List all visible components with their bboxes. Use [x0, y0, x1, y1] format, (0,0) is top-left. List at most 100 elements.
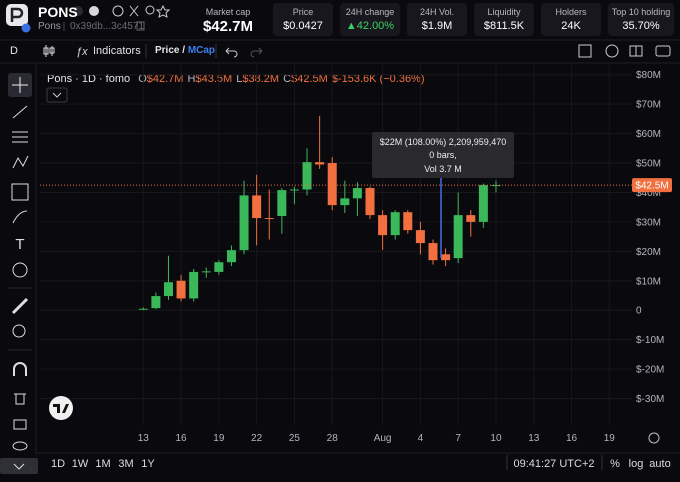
legend-value: $38.2M: [242, 73, 279, 85]
token-address[interactable]: 0x39db...3c4571: [70, 21, 144, 32]
candle-body: [453, 215, 463, 259]
web-icon[interactable]: [112, 5, 124, 17]
clock: 09:41:27 UTC+2: [513, 458, 594, 470]
measure-text: 0 bars,: [429, 150, 457, 160]
candle-body: [390, 212, 400, 236]
indicators-button[interactable]: Indicators: [93, 45, 141, 57]
x-tick-label: 28: [327, 433, 339, 444]
pencil-lock-tool[interactable]: [14, 393, 26, 405]
legend-change: $-153.6K (−0.36%): [332, 73, 425, 85]
measure-box: [372, 132, 514, 178]
stat-value: 24K: [561, 20, 581, 32]
star-icon[interactable]: [155, 4, 171, 18]
y-tick-label: $40M: [636, 188, 661, 199]
camera-icon[interactable]: [655, 45, 671, 57]
stat-value: ▲42.00%: [345, 20, 395, 32]
zoom-tool[interactable]: [12, 324, 26, 338]
info-icon[interactable]: [73, 6, 83, 16]
interval[interactable]: D: [10, 45, 18, 57]
axis-settings[interactable]: [648, 432, 660, 444]
stat-label: Liquidity: [487, 7, 521, 17]
y-tick-label: $80M: [636, 70, 661, 81]
range-button[interactable]: 1M: [95, 458, 110, 470]
stat-box: Market cap $42.7M: [196, 3, 260, 36]
magnet-tool[interactable]: [13, 362, 27, 376]
layout-icon[interactable]: [578, 44, 592, 58]
stat-value: 35.70%: [622, 20, 660, 32]
candle-body: [415, 230, 425, 244]
logo-mark: [10, 7, 24, 22]
range-button[interactable]: 3M: [118, 458, 133, 470]
logo: [6, 4, 28, 26]
separator: /: [182, 45, 186, 56]
stat-label: Market cap: [205, 7, 251, 17]
indicators-icon[interactable]: ƒx: [76, 46, 88, 58]
fullscreen-icon[interactable]: [629, 45, 643, 57]
candle-body: [378, 215, 388, 236]
stat-box: Top 10 holding 35.70%: [608, 3, 674, 36]
measure-text: $22M (108.00%) 2,209,959,470: [380, 137, 507, 147]
candle-body: [201, 271, 211, 273]
scale-button[interactable]: auto: [649, 458, 670, 470]
brush-tool[interactable]: [12, 210, 28, 224]
cross-tool[interactable]: [12, 77, 28, 93]
collapse-button[interactable]: [0, 458, 38, 474]
price-mcap-toggle[interactable]: Price / MCap: [155, 45, 215, 56]
y-tick-label: $60M: [636, 129, 661, 140]
scale-button[interactable]: %: [610, 458, 620, 470]
range-button[interactable]: 1D: [51, 458, 65, 470]
legend-label: L: [236, 73, 242, 85]
settings-icon[interactable]: [605, 44, 619, 58]
stat-value: $0.0427: [283, 20, 323, 32]
pattern-tool[interactable]: [12, 155, 29, 169]
candle-body: [478, 185, 488, 222]
ruler-tool[interactable]: [11, 297, 29, 315]
legend-toggle[interactable]: [46, 87, 68, 103]
stat-label: 24H change: [345, 7, 395, 17]
y-tick-label: $50M: [636, 159, 661, 170]
legend-label: H: [188, 73, 196, 85]
candle-body: [163, 282, 173, 297]
x-tick-label: 16: [566, 433, 578, 444]
x-tick-label: 4: [418, 433, 424, 444]
candle-body: [226, 250, 236, 263]
candle-body: [138, 308, 148, 310]
projection-tool[interactable]: [11, 183, 29, 201]
fib-tool[interactable]: [12, 131, 28, 143]
trendline-tool[interactable]: [12, 105, 28, 119]
scale-button[interactable]: log: [629, 458, 644, 470]
candle-body: [315, 162, 325, 165]
candle-body: [466, 215, 476, 222]
chart-type-icon[interactable]: [43, 45, 55, 57]
y-tick-label: $30M: [636, 217, 661, 228]
redo-icon[interactable]: [250, 47, 263, 58]
chevron: [13, 463, 25, 470]
emoji-tool[interactable]: [12, 262, 28, 278]
range-button[interactable]: 1Y: [141, 458, 155, 470]
pump-icon[interactable]: [89, 6, 99, 16]
stat-label: Top 10 holding: [611, 7, 671, 17]
x-icon[interactable]: [129, 5, 139, 17]
undo-icon[interactable]: [225, 47, 238, 58]
eye-tool[interactable]: [12, 441, 28, 451]
x-tick-label: 19: [604, 433, 616, 444]
x-tick-label: 13: [138, 433, 150, 444]
copy-icon[interactable]: [136, 21, 145, 31]
text-tool[interactable]: T: [15, 236, 24, 253]
search-icon[interactable]: [145, 5, 155, 15]
token-subtitle: Pons: [38, 21, 61, 32]
candle-body: [264, 218, 274, 220]
mcap-option[interactable]: MCap: [187, 45, 216, 56]
stat-label: Holders: [555, 7, 587, 17]
stat-box: 24H Vol. $1.9M: [407, 3, 467, 36]
candle-body: [365, 188, 375, 216]
y-tick-label: $70M: [636, 100, 661, 111]
legend-value: $42.7M: [147, 73, 184, 85]
tv-logo: [49, 396, 73, 420]
bottom-bar: 1D 1W 1M 3M 1Y% log auto: [51, 458, 671, 470]
y-tick-label: $-30M: [636, 394, 664, 405]
range-button[interactable]: 1W: [72, 458, 89, 470]
price-option[interactable]: Price: [155, 45, 180, 56]
lock-tool[interactable]: [13, 419, 27, 430]
